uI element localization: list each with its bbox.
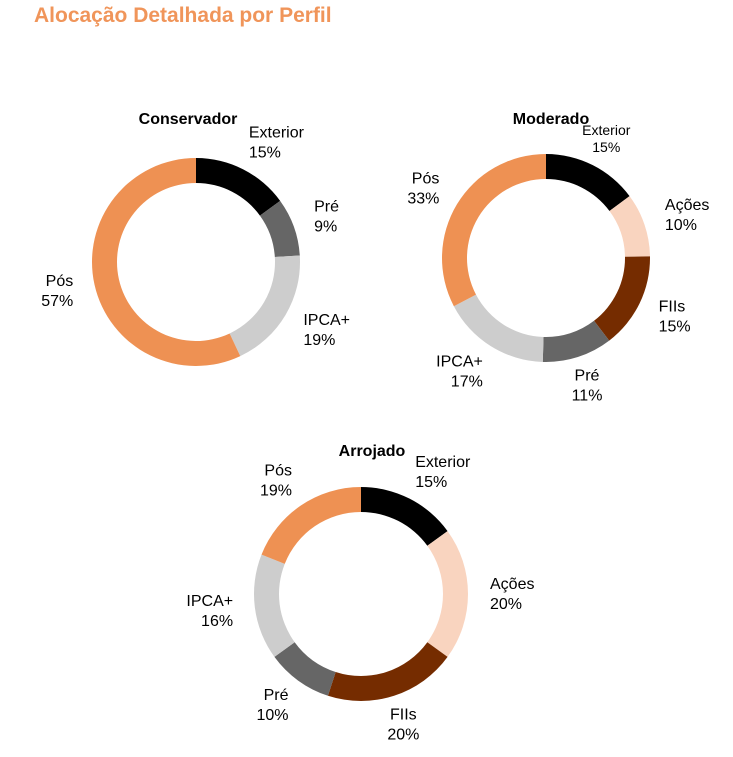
slice-pre bbox=[259, 200, 300, 258]
slice-value: 15% bbox=[592, 139, 620, 155]
slice-acoes bbox=[609, 196, 650, 257]
slice-pos bbox=[442, 154, 546, 307]
slice-name: FIIs bbox=[659, 298, 686, 315]
slice-label-exterior: Exterior 15% bbox=[249, 125, 305, 162]
slice-value: 10% bbox=[665, 217, 697, 234]
slice-value: 33% bbox=[407, 191, 439, 208]
slice-value: 20% bbox=[387, 726, 419, 743]
slice-pos bbox=[92, 158, 241, 366]
page-title: Alocação Detalhada por Perfil bbox=[34, 4, 332, 27]
chart-title: Arrojado bbox=[339, 443, 406, 460]
slice-pre bbox=[274, 642, 336, 696]
slice-pre bbox=[542, 320, 610, 362]
chart-title: Conservador bbox=[139, 111, 238, 128]
slice-pos bbox=[261, 487, 361, 564]
slice-label-pre: Pré 9% bbox=[314, 199, 339, 236]
slice-name: Pós bbox=[46, 273, 74, 290]
slice-label-pre: Pré 11% bbox=[572, 368, 603, 405]
slice-value: 57% bbox=[41, 293, 73, 310]
slice-exterior bbox=[361, 487, 448, 546]
slice-label-ipca-plus: IPCA+ 16% bbox=[186, 593, 233, 630]
slice-label-exterior: Exterior 15% bbox=[582, 122, 631, 155]
slice-name: FIIs bbox=[390, 706, 417, 723]
slice-exterior bbox=[546, 154, 630, 211]
slice-ipca-plus bbox=[229, 255, 300, 357]
slice-label-pos: Pós 57% bbox=[41, 273, 73, 310]
slice-name: IPCA+ bbox=[303, 312, 350, 329]
slice-exterior bbox=[196, 158, 281, 216]
slice-acoes bbox=[427, 531, 468, 657]
slice-value: 11% bbox=[572, 388, 603, 405]
slice-name: Exterior bbox=[415, 454, 471, 471]
slice-ipca-plus bbox=[253, 554, 295, 657]
slice-label-acoes: Ações 20% bbox=[490, 576, 534, 613]
slice-label-pos: Pós 19% bbox=[260, 463, 292, 500]
slice-fiis bbox=[327, 642, 448, 701]
slice-name: Pós bbox=[264, 463, 292, 480]
slice-name: IPCA+ bbox=[186, 593, 233, 610]
slice-label-ipca-plus: IPCA+ 17% bbox=[436, 354, 483, 391]
slice-value: 9% bbox=[314, 219, 337, 236]
slice-name: Exterior bbox=[582, 122, 631, 138]
slice-name: Ações bbox=[490, 576, 534, 593]
slice-label-fiis: FIIs 15% bbox=[659, 298, 691, 335]
slice-name: Pré bbox=[314, 199, 339, 216]
slice-value: 10% bbox=[256, 707, 288, 724]
slice-value: 15% bbox=[249, 145, 281, 162]
slice-value: 17% bbox=[451, 374, 483, 391]
donut-chart-conservador: Conservador Exterior 15% Pré 9% IPCA+ 19% Pós 57… bbox=[41, 111, 350, 366]
slice-label-pos: Pós 33% bbox=[407, 171, 439, 208]
chart-title: Moderado bbox=[513, 111, 590, 128]
slice-name: IPCA+ bbox=[436, 354, 483, 371]
slice-value: 16% bbox=[201, 613, 233, 630]
slice-name: Pós bbox=[412, 171, 440, 188]
slice-fiis bbox=[594, 256, 650, 341]
slice-label-fiis: FIIs 20% bbox=[387, 706, 419, 743]
slice-label-acoes: Ações 10% bbox=[665, 197, 709, 234]
slice-label-pre: Pré 10% bbox=[256, 687, 288, 724]
donut-chart-arrojado: Arrojado Exterior 15% Ações 20% FIIs 20% Pré 10%… bbox=[186, 443, 534, 743]
slice-value: 19% bbox=[303, 332, 335, 349]
slice-value: 20% bbox=[490, 596, 522, 613]
slice-value: 19% bbox=[260, 483, 292, 500]
slice-value: 15% bbox=[659, 318, 691, 335]
slice-value: 15% bbox=[415, 474, 447, 491]
slice-name: Pré bbox=[264, 687, 289, 704]
slice-ipca-plus bbox=[453, 294, 544, 362]
slice-name: Pré bbox=[575, 368, 600, 385]
slice-label-ipca-plus: IPCA+ 19% bbox=[303, 312, 350, 349]
slice-label-exterior: Exterior 15% bbox=[415, 454, 471, 491]
slice-name: Ações bbox=[665, 197, 709, 214]
slice-name: Exterior bbox=[249, 125, 305, 142]
